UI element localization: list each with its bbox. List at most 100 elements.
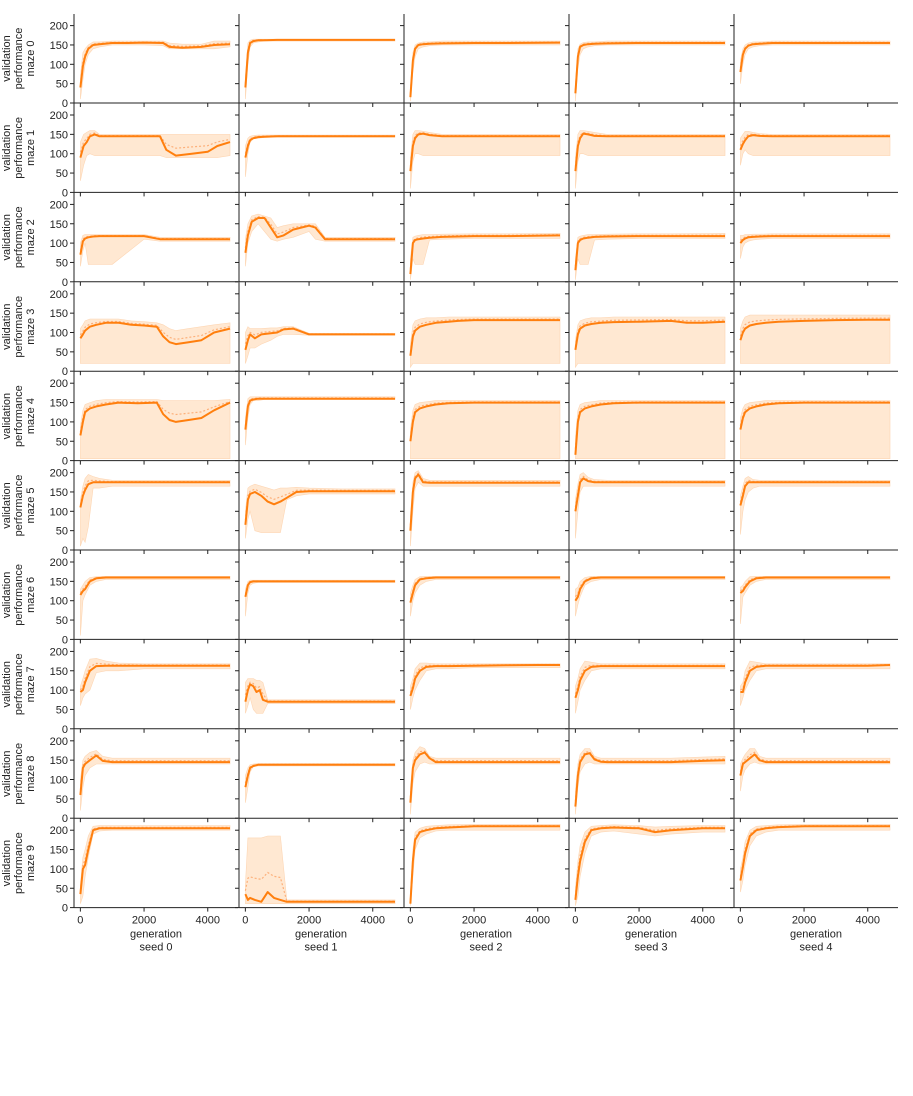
x-axis-title: generation (130, 929, 182, 941)
y-tick-label: 200 (50, 825, 68, 837)
y-tick-label: 50 (56, 79, 68, 91)
range-band (575, 316, 726, 369)
dotted-trace (574, 825, 725, 896)
range-band (80, 750, 231, 811)
y-axis-title-line: validation (1, 303, 13, 349)
y-axis-title-line: performance (13, 475, 25, 537)
y-tick-label: 100 (50, 238, 68, 250)
series-line (739, 481, 890, 506)
series-line (244, 490, 395, 525)
y-tick-label: 0 (62, 903, 68, 915)
range-band (245, 213, 396, 267)
range-band (410, 824, 561, 906)
range-band (410, 470, 561, 547)
series-line (79, 827, 230, 895)
row-label: maze 9 (25, 845, 37, 881)
y-axis-title-line: performance (13, 206, 25, 268)
y-tick-label: 200 (50, 21, 68, 33)
dotted-trace (574, 475, 725, 508)
y-tick-label: 200 (50, 289, 68, 301)
y-tick-label: 200 (50, 468, 68, 480)
series-line (244, 763, 395, 788)
series-line (409, 751, 560, 803)
series-line (574, 319, 726, 351)
y-tick-label: 50 (56, 436, 68, 448)
y-axis-title: validationperformancemaze 5 (1, 475, 37, 537)
range-band (575, 576, 726, 617)
dotted-trace (244, 488, 395, 521)
row-label: maze 2 (25, 219, 37, 255)
y-tick-label: 150 (50, 845, 68, 857)
series-line (574, 826, 725, 901)
series-line (739, 318, 890, 341)
series-line (79, 481, 230, 508)
dotted-trace (244, 681, 395, 702)
y-tick-label: 50 (56, 257, 68, 269)
range-band (740, 476, 891, 535)
y-tick-label: 50 (56, 347, 68, 359)
series-line (574, 576, 725, 602)
row-label: maze 1 (25, 130, 37, 166)
y-tick-label: 150 (50, 308, 68, 320)
x-tick-label: 2000 (792, 915, 816, 927)
x-tick-label: 4000 (361, 915, 385, 927)
dotted-trace (409, 825, 560, 900)
x-axis-title: generation (460, 929, 512, 941)
series-line (574, 665, 725, 699)
y-tick-label: 0 (62, 187, 68, 199)
range-band (575, 130, 726, 189)
series-line (79, 133, 231, 158)
dotted-trace (79, 479, 230, 505)
range-band (740, 40, 891, 84)
series-line (574, 42, 725, 94)
series-line (409, 132, 560, 172)
range-band (410, 233, 561, 280)
dotted-trace (79, 320, 231, 341)
y-axis-title-line: validation (1, 125, 13, 171)
range-band (80, 234, 231, 267)
series-line (739, 753, 890, 776)
y-axis-title: validationperformancemaze 2 (1, 206, 37, 268)
x-axis-title: generation (625, 929, 677, 941)
y-axis-title: validationperformancemaze 3 (1, 296, 37, 358)
dotted-trace (79, 826, 230, 891)
y-tick-label: 150 (50, 129, 68, 141)
range-band (80, 399, 231, 459)
series-line (739, 134, 890, 151)
dotted-trace (574, 318, 726, 347)
y-tick-label: 100 (50, 417, 68, 429)
range-band (410, 400, 561, 459)
y-axis-title-line: performance (13, 564, 25, 626)
y-tick-label: 100 (50, 685, 68, 697)
y-axis-title-line: validation (1, 393, 13, 439)
series-line (244, 135, 395, 158)
y-tick-label: 0 (62, 366, 68, 378)
y-tick-label: 100 (50, 59, 68, 71)
x-tick-label: 0 (242, 915, 248, 927)
range-band (740, 400, 891, 459)
y-tick-label: 200 (50, 736, 68, 748)
y-tick-label: 100 (50, 596, 68, 608)
series-line (574, 235, 725, 271)
y-axis-title-line: performance (13, 385, 25, 447)
y-tick-label: 50 (56, 704, 68, 716)
range-band (245, 483, 396, 539)
y-tick-label: 50 (56, 526, 68, 538)
series-line (409, 401, 560, 442)
y-axis-title: validationperformancemaze 6 (1, 564, 37, 626)
series-line (409, 825, 560, 904)
series-line (244, 217, 395, 253)
series-line (574, 132, 725, 172)
range-band (410, 40, 561, 102)
col-label: seed 3 (634, 942, 667, 954)
range-band (410, 576, 561, 617)
y-tick-label: 150 (50, 576, 68, 588)
x-axis-title: generation (790, 929, 842, 941)
range-band (80, 576, 231, 636)
range-band (740, 660, 891, 706)
dotted-trace (409, 318, 560, 352)
y-axis-title-line: performance (13, 28, 25, 90)
range-band (80, 825, 231, 904)
y-axis-title-line: performance (13, 743, 25, 805)
series-line (79, 321, 231, 346)
